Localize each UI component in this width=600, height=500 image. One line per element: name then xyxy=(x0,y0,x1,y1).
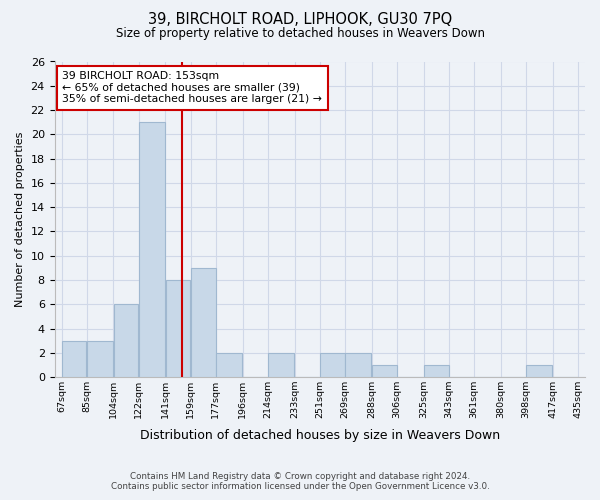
Bar xyxy=(424,365,449,377)
Bar xyxy=(526,365,553,377)
Bar xyxy=(114,304,139,377)
Bar xyxy=(372,365,397,377)
Bar xyxy=(62,340,86,377)
X-axis label: Distribution of detached houses by size in Weavers Down: Distribution of detached houses by size … xyxy=(140,430,500,442)
Text: Contains HM Land Registry data © Crown copyright and database right 2024.
Contai: Contains HM Land Registry data © Crown c… xyxy=(110,472,490,491)
Text: Size of property relative to detached houses in Weavers Down: Size of property relative to detached ho… xyxy=(115,28,485,40)
Bar xyxy=(346,353,371,377)
Bar xyxy=(166,280,190,377)
Text: 39, BIRCHOLT ROAD, LIPHOOK, GU30 7PQ: 39, BIRCHOLT ROAD, LIPHOOK, GU30 7PQ xyxy=(148,12,452,28)
Y-axis label: Number of detached properties: Number of detached properties xyxy=(15,132,25,307)
Bar xyxy=(216,353,242,377)
Bar xyxy=(191,268,215,377)
Bar xyxy=(87,340,113,377)
Bar xyxy=(139,122,165,377)
Bar xyxy=(320,353,344,377)
Bar xyxy=(268,353,294,377)
Text: 39 BIRCHOLT ROAD: 153sqm
← 65% of detached houses are smaller (39)
35% of semi-d: 39 BIRCHOLT ROAD: 153sqm ← 65% of detach… xyxy=(62,71,322,104)
